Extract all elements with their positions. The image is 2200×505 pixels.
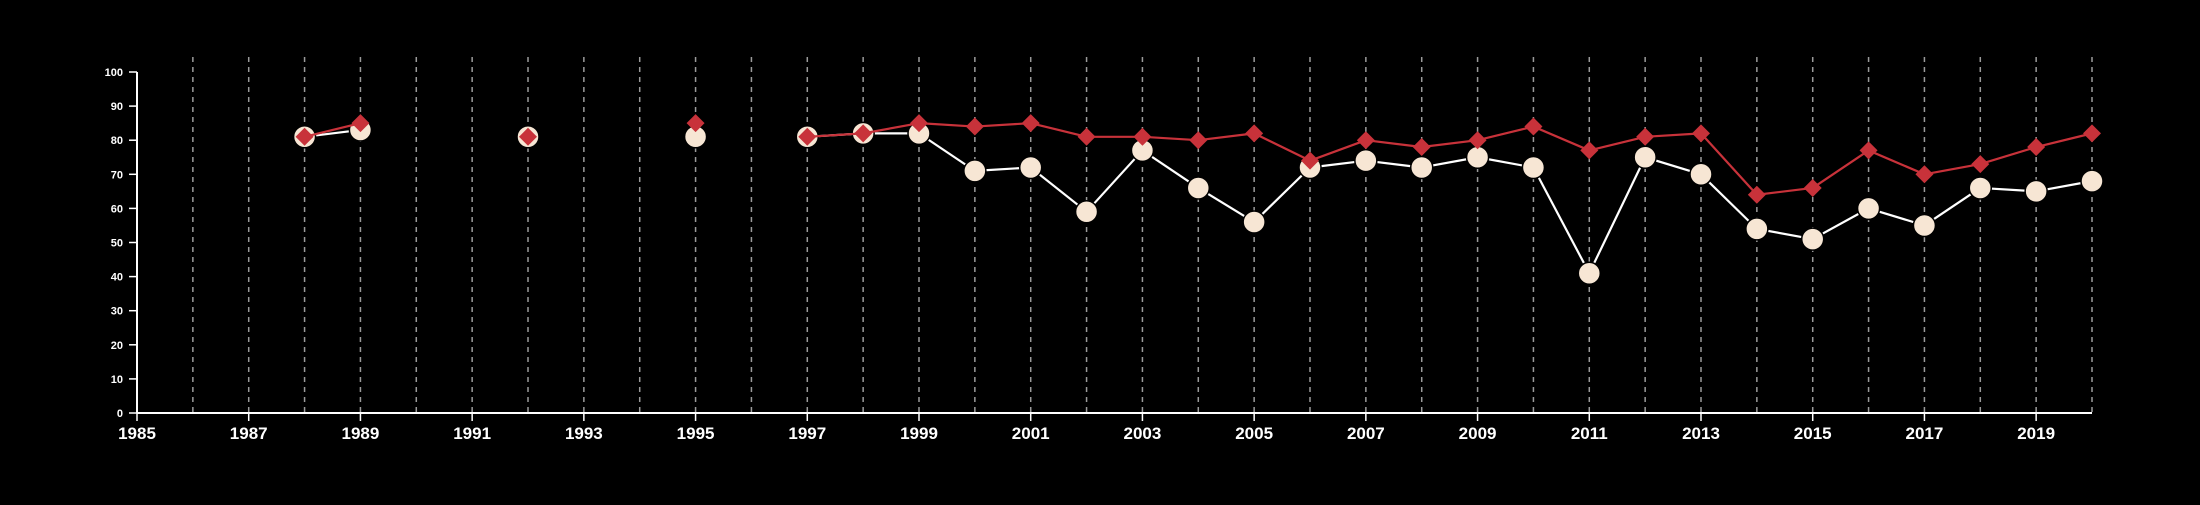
circle-point-2018 — [1968, 176, 1993, 200]
diamond-point-1999 — [910, 114, 928, 133]
circle-point-2005 — [1242, 210, 1266, 234]
circle-point-2011 — [1577, 261, 1602, 285]
diamond-point-2003 — [1133, 127, 1152, 146]
y-tick-label-70: 70 — [111, 169, 123, 181]
y-tick-label-60: 60 — [111, 203, 123, 215]
diamond-point-1992 — [519, 127, 537, 146]
x-tick-label-2015: 2015 — [1794, 424, 1832, 443]
diamond-point-2016 — [1859, 141, 1878, 160]
diamond-point-1997 — [798, 127, 817, 146]
series-group — [292, 114, 2104, 285]
x-tick-label-1985: 1985 — [118, 424, 156, 443]
diamond-point-2019 — [2027, 138, 2046, 157]
diamond-point-2006 — [1301, 151, 1319, 170]
x-tick-label-2003: 2003 — [1124, 424, 1162, 443]
circle-point-2015 — [1800, 227, 1825, 251]
y-tick-label-20: 20 — [111, 340, 123, 352]
y-tick-label-100: 100 — [105, 67, 123, 79]
circle-point-2013 — [1689, 162, 1713, 187]
circle-point-2020 — [2080, 169, 2104, 193]
diamond-point-2020 — [2083, 124, 2101, 143]
diamond-point-2013 — [1692, 124, 1710, 143]
y-tick-label-90: 90 — [111, 101, 123, 113]
diamond-point-2000 — [965, 117, 984, 136]
circle-point-2007 — [1354, 148, 1378, 173]
y-tick-label-30: 30 — [111, 306, 123, 318]
diamond-point-2002 — [1077, 127, 1096, 146]
circle-point-2012 — [1633, 145, 1657, 169]
circle-point-2008 — [1409, 155, 1434, 180]
series-line-diamond — [304, 122, 2093, 196]
y-tick-label-50: 50 — [111, 238, 123, 250]
diamond-point-2007 — [1356, 131, 1375, 150]
diamond-point-1988 — [295, 127, 314, 146]
diamond-point-2015 — [1803, 178, 1822, 197]
circle-point-2000 — [963, 159, 987, 183]
diamond-point-1989 — [351, 114, 370, 133]
circle-point-2009 — [1465, 145, 1490, 169]
diamond-point-2001 — [1021, 114, 1040, 133]
x-tick-label-1999: 1999 — [900, 424, 938, 443]
circle-point-2019 — [2024, 179, 2048, 204]
x-tick-label-1991: 1991 — [453, 424, 491, 443]
diamond-point-2012 — [1636, 127, 1655, 146]
x-tick-label-1997: 1997 — [788, 424, 826, 443]
x-tick-label-1995: 1995 — [677, 424, 715, 443]
circle-point-2017 — [1912, 213, 1937, 238]
axes: 0 10 20 30 40 50 60 70 80 90 100 1985 1987 1989 1991 19… — [105, 67, 2092, 443]
x-tick-label-1987: 1987 — [230, 424, 268, 443]
diamond-point-2008 — [1412, 138, 1431, 157]
circle-point-2001 — [1018, 155, 1043, 180]
diamond-point-2010 — [1524, 117, 1543, 136]
diamond-point-2005 — [1245, 124, 1264, 143]
y-tick-label-10: 10 — [111, 374, 123, 386]
diamond-point-2018 — [1971, 155, 1990, 174]
circle-point-2016 — [1856, 196, 1881, 221]
diamond-point-2014 — [1747, 185, 1766, 204]
y-tick-label-80: 80 — [111, 135, 123, 147]
x-tick-label-2011: 2011 — [1571, 424, 1608, 443]
x-tick-label-2001: 2001 — [1012, 424, 1050, 443]
circle-point-2002 — [1074, 200, 1099, 224]
y-tick-label-40: 40 — [111, 272, 123, 284]
x-tick-label-2007: 2007 — [1347, 424, 1385, 443]
diamond-point-2011 — [1580, 141, 1599, 160]
diamond-point-2004 — [1189, 131, 1208, 150]
x-tick-label-2009: 2009 — [1459, 424, 1497, 443]
diamond-point-2009 — [1468, 131, 1487, 150]
x-tick-label-1993: 1993 — [565, 424, 603, 443]
x-tick-label-1989: 1989 — [342, 424, 380, 443]
x-tick-label-2019: 2019 — [2017, 424, 2055, 443]
diamond-point-1998 — [854, 124, 873, 143]
x-tick-label-2005: 2005 — [1235, 424, 1273, 443]
x-tick-label-2013: 2013 — [1682, 424, 1720, 443]
circle-point-2010 — [1521, 155, 1546, 180]
diamond-point-1995 — [686, 114, 705, 133]
circle-point-2014 — [1745, 217, 1769, 241]
x-tick-label-2017: 2017 — [1906, 424, 1944, 443]
diamond-point-2017 — [1915, 165, 1934, 184]
y-tick-label-0: 0 — [117, 408, 123, 420]
circle-point-2004 — [1186, 176, 1211, 200]
